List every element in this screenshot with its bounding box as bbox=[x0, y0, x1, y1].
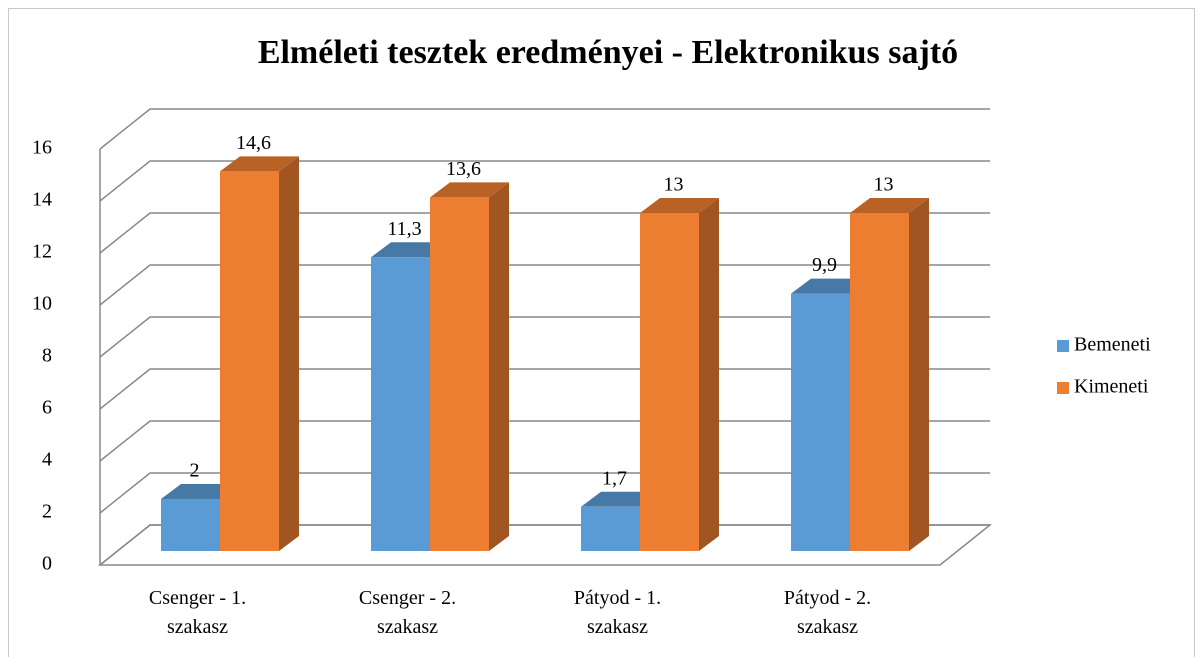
bar bbox=[371, 257, 430, 551]
legend-swatch bbox=[1057, 382, 1069, 394]
bar bbox=[220, 171, 279, 551]
y-tick-label: 0 bbox=[42, 553, 52, 575]
bar bbox=[161, 499, 220, 551]
x-tick-label: Pátyod - 2. szakasz bbox=[783, 587, 872, 638]
y-tick-label: 8 bbox=[42, 345, 52, 367]
y-tick-label: 16 bbox=[32, 137, 52, 159]
data-label: 11,3 bbox=[387, 218, 421, 240]
x-tick-label: Pátyod - 1. szakasz bbox=[573, 587, 662, 638]
data-label: 1,7 bbox=[602, 467, 627, 489]
bar-top bbox=[220, 156, 299, 172]
bar-side bbox=[489, 182, 509, 551]
grid-line bbox=[99, 160, 990, 202]
y-tick-label: 10 bbox=[32, 293, 52, 315]
legend-label: Bemeneti bbox=[1074, 334, 1151, 356]
data-label: 13 bbox=[664, 174, 684, 196]
chart-title: Elméleti tesztek eredményei - Elektronik… bbox=[258, 34, 958, 71]
bar-top bbox=[850, 198, 929, 213]
bar bbox=[850, 213, 909, 551]
chart-border bbox=[8, 8, 1195, 657]
x-tick-label: Csenger - 1. szakasz bbox=[148, 587, 247, 638]
bar-side bbox=[699, 198, 719, 551]
data-label: 9,9 bbox=[812, 254, 837, 276]
bar bbox=[791, 293, 850, 551]
bar bbox=[430, 197, 489, 551]
bar-side bbox=[909, 198, 929, 551]
y-tick-label: 14 bbox=[32, 189, 52, 211]
legend-label: Kimeneti bbox=[1074, 376, 1149, 398]
grid-line bbox=[99, 108, 990, 150]
y-tick-label: 4 bbox=[42, 449, 52, 471]
data-label: 13 bbox=[874, 174, 894, 196]
x-tick-label: Csenger - 2. szakasz bbox=[358, 587, 457, 638]
bar-top bbox=[640, 198, 719, 213]
bar-side bbox=[279, 156, 299, 551]
y-tick-label: 2 bbox=[42, 501, 52, 523]
data-label: 2 bbox=[190, 460, 200, 482]
data-label: 13,6 bbox=[446, 158, 481, 180]
bar bbox=[581, 506, 640, 551]
data-label: 14,6 bbox=[236, 132, 271, 154]
legend-swatch bbox=[1057, 340, 1069, 352]
bar bbox=[640, 213, 699, 551]
y-tick-label: 12 bbox=[32, 241, 52, 263]
bar-top bbox=[430, 182, 509, 198]
y-tick-label: 6 bbox=[42, 397, 52, 419]
